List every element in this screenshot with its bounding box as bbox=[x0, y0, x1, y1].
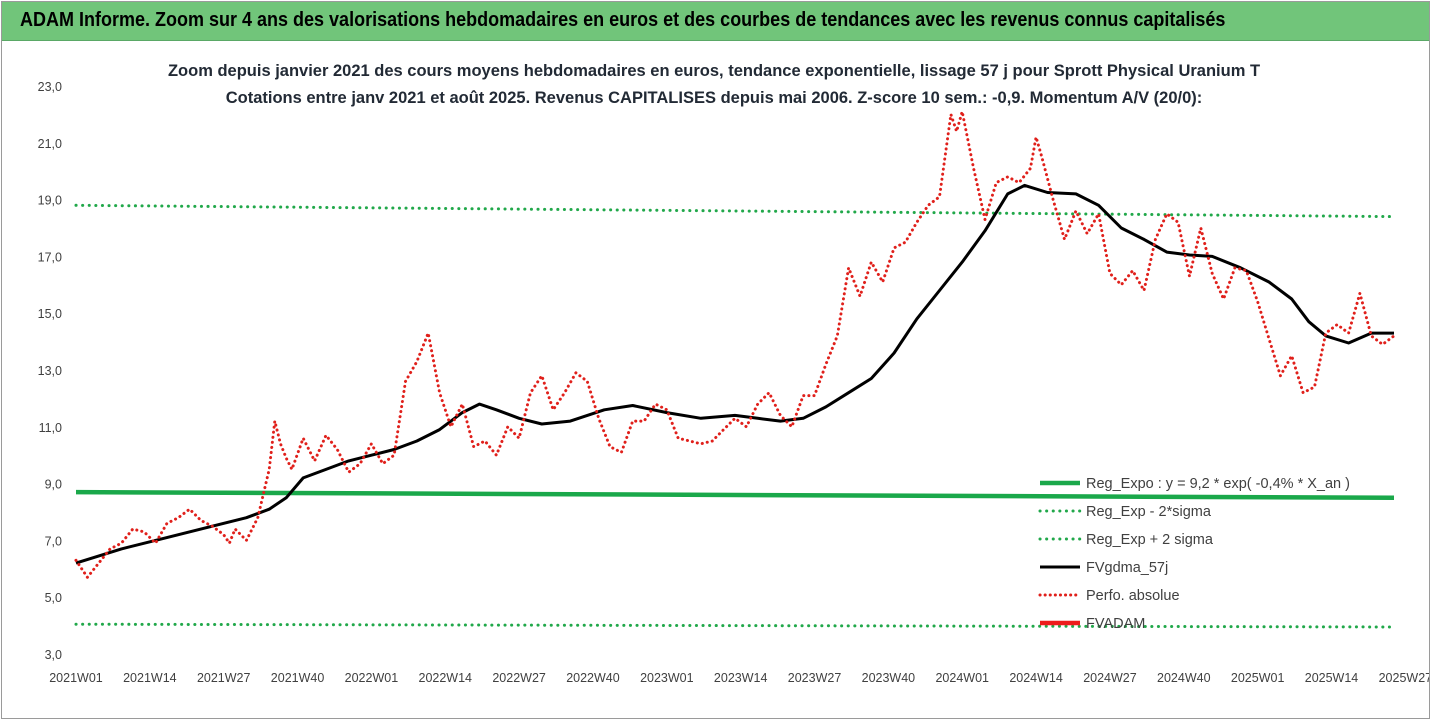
y-tick-label: 5,0 bbox=[45, 591, 62, 605]
title-banner: ADAM Informe. Zoom sur 4 ans des valoris… bbox=[2, 2, 1429, 41]
legend-label: Reg_Exp - 2*sigma bbox=[1086, 504, 1212, 520]
x-tick-label: 2024W01 bbox=[935, 671, 989, 685]
x-tick-label: 2022W01 bbox=[345, 671, 399, 685]
series-line-3 bbox=[74, 203, 1396, 219]
y-tick-label: 3,0 bbox=[45, 648, 62, 662]
y-tick-label: 23,0 bbox=[38, 80, 62, 94]
y-tick-label: 13,0 bbox=[38, 364, 62, 378]
x-tick-label: 2025W14 bbox=[1305, 671, 1359, 685]
series-line-5 bbox=[74, 110, 1396, 579]
legend-label: Perfo. absolue bbox=[1086, 588, 1180, 604]
series-line-1 bbox=[75, 489, 1395, 501]
y-tick-label: 9,0 bbox=[45, 478, 62, 492]
y-tick-label: 17,0 bbox=[38, 250, 62, 264]
x-tick-label: 2021W01 bbox=[49, 671, 103, 685]
y-tick-label: 19,0 bbox=[38, 194, 62, 208]
banner-title: ADAM Informe. Zoom sur 4 ans des valoris… bbox=[20, 9, 1226, 31]
x-tick-label: 2022W27 bbox=[492, 671, 546, 685]
x-tick-label: 2023W40 bbox=[862, 671, 916, 685]
x-tick-label: 2023W14 bbox=[714, 671, 768, 685]
x-tick-label: 2021W14 bbox=[123, 671, 177, 685]
x-tick-label: 2022W40 bbox=[566, 671, 620, 685]
chart-subtitle-line-1: Zoom depuis janvier 2021 des cours moyen… bbox=[168, 62, 1260, 80]
legend-label: FVgdma_57j bbox=[1086, 560, 1168, 576]
x-tick-label: 2024W27 bbox=[1083, 671, 1137, 685]
x-tick-label: 2025W27 bbox=[1379, 671, 1429, 685]
x-tick-label: 2021W40 bbox=[271, 671, 325, 685]
legend-label: FVADAM bbox=[1086, 616, 1145, 632]
x-tick-label: 2021W27 bbox=[197, 671, 251, 685]
y-tick-label: 7,0 bbox=[45, 534, 62, 548]
x-tick-label: 2022W14 bbox=[419, 671, 473, 685]
x-tick-label: 2023W01 bbox=[640, 671, 694, 685]
legend-label: Reg_Expo : y = 9,2 * exp( -0,4% * X_an ) bbox=[1086, 476, 1350, 492]
y-tick-label: 21,0 bbox=[38, 137, 62, 151]
x-tick-label: 2024W14 bbox=[1009, 671, 1063, 685]
chart-subtitle-line-2: Cotations entre janv 2021 et août 2025. … bbox=[226, 89, 1203, 107]
series-line-2 bbox=[74, 622, 1396, 629]
x-tick-label: 2024W40 bbox=[1157, 671, 1211, 685]
legend-label: Reg_Exp + 2 sigma bbox=[1086, 532, 1214, 548]
y-tick-label: 15,0 bbox=[38, 307, 62, 321]
x-tick-label: 2025W01 bbox=[1231, 671, 1285, 685]
y-tick-label: 11,0 bbox=[39, 421, 62, 435]
series-line-4 bbox=[75, 183, 1394, 565]
x-tick-label: 2023W27 bbox=[788, 671, 842, 685]
